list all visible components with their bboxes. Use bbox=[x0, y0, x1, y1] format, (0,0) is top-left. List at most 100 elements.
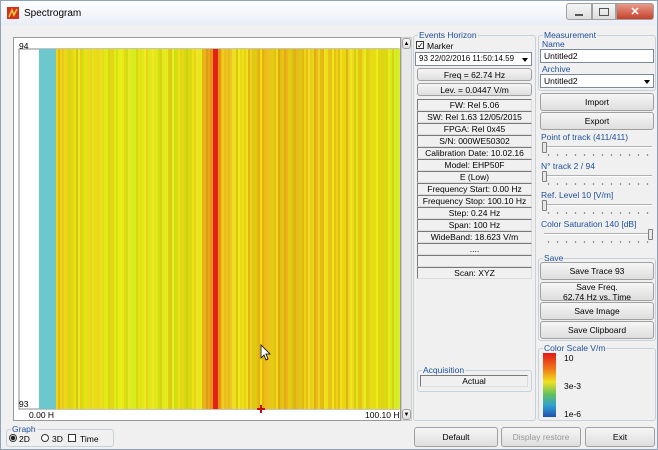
spectrum-stripe bbox=[158, 49, 160, 409]
spectrum-stripe bbox=[62, 49, 64, 409]
scale-label: 3e-3 bbox=[564, 381, 581, 391]
spectrum-stripe bbox=[190, 49, 192, 409]
group-title: Acquisition bbox=[422, 365, 465, 375]
spectrum-stripe bbox=[330, 49, 332, 409]
spectrum-stripe bbox=[348, 49, 350, 409]
import-button[interactable]: Import bbox=[540, 93, 654, 111]
spectrum-stripe bbox=[140, 49, 142, 409]
spectrum-stripe bbox=[60, 49, 62, 409]
spectrum-stripe bbox=[324, 49, 326, 409]
spectrum-stripe bbox=[132, 49, 134, 409]
spectrum-stripe bbox=[86, 49, 88, 409]
close-button[interactable]: ✕ bbox=[616, 3, 654, 20]
spectrum-stripe bbox=[56, 49, 58, 409]
time-checkbox[interactable] bbox=[68, 434, 76, 442]
spectrum-stripe bbox=[314, 49, 316, 409]
spectrum-stripe bbox=[70, 49, 72, 409]
slider-label: Point of track (411/411) bbox=[541, 132, 628, 142]
y-bottom-label: 93 bbox=[19, 399, 28, 409]
spectrum-stripe bbox=[328, 49, 330, 409]
spectrum-stripe bbox=[308, 49, 310, 409]
radio-3d[interactable] bbox=[41, 434, 49, 442]
slider-ticks bbox=[544, 154, 652, 156]
spectrum-stripe bbox=[102, 49, 104, 409]
slider-track bbox=[544, 233, 652, 235]
save-trace-button[interactable]: Save Trace 93 bbox=[540, 262, 654, 280]
info-field: Scan: XYZ bbox=[417, 267, 532, 279]
maximize-button[interactable] bbox=[592, 3, 616, 20]
x-start-label: 0.00 H bbox=[29, 410, 54, 420]
archive-dropdown[interactable]: Untitled2 bbox=[540, 74, 654, 88]
scroll-down[interactable]: ▼ bbox=[402, 409, 411, 420]
info-field: S/N: 000WE50302 bbox=[417, 135, 532, 147]
spectrum-stripe bbox=[268, 49, 270, 409]
event-dropdown[interactable]: 93 22/02/2016 11:50:14.59 bbox=[415, 52, 532, 66]
checkbox-label: Time bbox=[80, 434, 99, 444]
spectrum-stripe bbox=[248, 49, 250, 409]
spectrum-stripe bbox=[206, 49, 208, 409]
spectrum-stripe bbox=[332, 49, 334, 409]
spectrum-stripe bbox=[224, 49, 226, 409]
spectrum-stripe bbox=[232, 49, 234, 409]
spectrum-stripe bbox=[374, 49, 376, 409]
window: Spectrogram ✕ 94 93 0.00 H 100.10 H ▲ ▼ … bbox=[0, 0, 658, 450]
spectrum-stripe bbox=[236, 49, 238, 409]
acquisition-value: Actual bbox=[420, 375, 528, 387]
spectrum-stripe bbox=[122, 49, 124, 409]
exit-button[interactable]: Exit bbox=[585, 427, 655, 447]
spectrum-stripe bbox=[338, 49, 340, 409]
info-field: Frequency Stop: 100.10 Hz bbox=[417, 195, 532, 207]
spectrum-stripe bbox=[326, 49, 328, 409]
spectrum-stripe bbox=[390, 49, 392, 409]
marker-checkbox[interactable]: ✓ bbox=[416, 41, 424, 49]
radio-2d[interactable] bbox=[9, 434, 17, 442]
spectrum-stripe bbox=[176, 49, 178, 409]
sliders: Point of track (411/411)N° track 2 / 94R… bbox=[538, 132, 656, 252]
slider-track bbox=[544, 175, 652, 177]
export-button[interactable]: Export bbox=[540, 112, 654, 130]
radio-label: 3D bbox=[52, 434, 63, 444]
spectrum-stripe bbox=[334, 49, 336, 409]
spectrum-stripe bbox=[296, 49, 298, 409]
slider-label: N° track 2 / 94 bbox=[541, 161, 595, 171]
spectrum-stripe bbox=[204, 49, 206, 409]
save-freq-button[interactable]: Save Freq. 62.74 Hz vs. Time bbox=[540, 282, 654, 301]
scale-label: 1e-6 bbox=[564, 409, 581, 419]
spectrum-stripe bbox=[88, 49, 90, 409]
spectrum-stripe bbox=[134, 49, 136, 409]
spectrum-stripe bbox=[320, 49, 322, 409]
spectrum-stripe bbox=[396, 49, 398, 409]
scrollbar[interactable]: ▲ ▼ bbox=[401, 37, 412, 421]
spectrum-stripe bbox=[150, 49, 152, 409]
spectrum-stripe bbox=[126, 49, 128, 409]
info-field: Calibration Date: 10.02.16 bbox=[417, 147, 532, 159]
spectrum-stripe bbox=[124, 49, 126, 409]
scroll-up[interactable]: ▲ bbox=[402, 38, 411, 49]
spectrum-stripe bbox=[306, 49, 308, 409]
spectrum-stripe bbox=[372, 49, 374, 409]
spectrum-stripe bbox=[118, 49, 120, 409]
info-field: FPGA: Rel 0x45 bbox=[417, 123, 532, 135]
default-button[interactable]: Default bbox=[414, 427, 498, 447]
group-title: Graph bbox=[11, 424, 37, 434]
spectrum-stripe bbox=[198, 49, 200, 409]
spectrum-stripe bbox=[138, 49, 140, 409]
minimize-button[interactable] bbox=[566, 3, 592, 20]
spectrum-stripe bbox=[284, 49, 286, 409]
spectrum-stripe bbox=[360, 49, 362, 409]
name-input[interactable]: Untitled2 bbox=[540, 49, 654, 63]
spectrogram bbox=[1, 1, 401, 421]
slider-ticks bbox=[544, 241, 652, 243]
save-image-button[interactable]: Save Image bbox=[540, 302, 654, 320]
slider-thumb bbox=[542, 142, 547, 153]
archive-label: Archive bbox=[542, 64, 570, 74]
spectrum-stripe bbox=[270, 49, 272, 409]
save-clipboard-button[interactable]: Save Clipboard bbox=[540, 321, 654, 339]
radio-label: 2D bbox=[19, 434, 30, 444]
spectrum-stripe bbox=[58, 49, 60, 409]
spectrum-stripe bbox=[342, 49, 344, 409]
spectrum-stripe bbox=[280, 49, 282, 409]
spectrum-stripe bbox=[120, 49, 122, 409]
spectrum-stripe bbox=[362, 49, 364, 409]
spectrum-stripe bbox=[366, 49, 368, 409]
